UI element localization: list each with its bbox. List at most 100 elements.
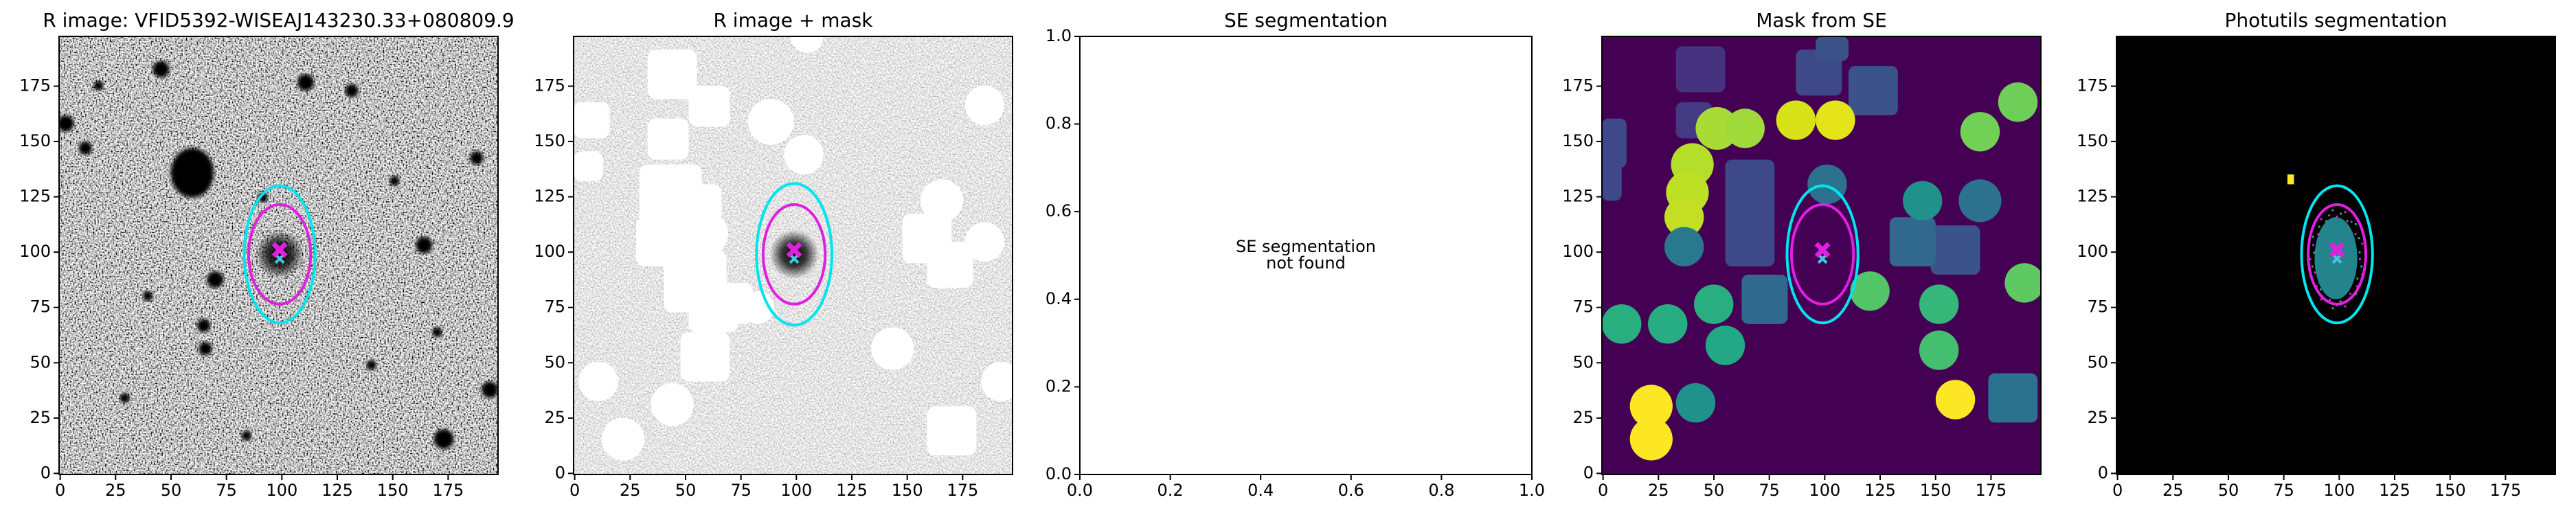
segment [2358, 251, 2361, 254]
plot-area [1602, 36, 2041, 474]
y-tick-label: 150 [1562, 131, 1594, 150]
x-tick-label: 100 [2323, 481, 2355, 500]
x-tick-label: 125 [836, 481, 868, 500]
mask-region [1648, 304, 1688, 344]
segment [2325, 220, 2328, 222]
mask-region [1694, 284, 1734, 324]
mask-region [1725, 159, 1775, 267]
mask-region [1848, 66, 1898, 115]
panel-title: R image + mask [713, 9, 873, 32]
source-blob [345, 84, 359, 98]
x-tick-label: 50 [2218, 481, 2239, 500]
mask-region [1816, 36, 1849, 61]
mask-region [1705, 325, 1745, 365]
segment [2331, 209, 2334, 211]
segment [2318, 225, 2320, 228]
y-tick-label: 75 [30, 297, 51, 317]
mask-region [1725, 108, 1765, 148]
source-blob [482, 381, 498, 398]
x-tick-label: 100 [266, 481, 297, 500]
x-tick-label: 1.0 [1519, 481, 1545, 500]
mask-region [784, 135, 824, 175]
y-tick-label: 175 [1562, 76, 1594, 95]
mask-region [1816, 100, 1855, 140]
segment [2320, 298, 2323, 301]
source-blob [59, 115, 74, 132]
x-tick-label: 175 [432, 481, 464, 500]
y-tick-label: 100 [534, 242, 565, 261]
panel: R image + mask 0 25 50 75 100 125 150 175 0 25 50 75… [534, 9, 1013, 500]
panel-title: Mask from SE [1756, 9, 1887, 32]
mask-region [1629, 385, 1673, 428]
mask-region [647, 118, 689, 160]
y-tick-label: 25 [1572, 408, 1594, 427]
x-tick-label: 0 [55, 481, 65, 500]
mask-region [927, 406, 977, 456]
source-blob [241, 431, 252, 441]
center-marker [2329, 242, 2345, 258]
x-tick-label: 25 [2162, 481, 2184, 500]
mask-region [1602, 159, 1622, 201]
y-tick-label: 175 [19, 76, 51, 95]
center-marker [1814, 242, 1831, 258]
segment [2328, 214, 2331, 217]
plot-area [574, 36, 1013, 474]
segment [2354, 233, 2357, 236]
panel: R image: VFID5392-WISEAJ143230.33+080809… [19, 9, 515, 500]
segment [2309, 258, 2312, 261]
segment [2346, 220, 2349, 222]
mask-region [1960, 112, 2000, 152]
x-tick-label: 150 [1920, 481, 1952, 500]
mask-region [1741, 275, 1788, 324]
y-tick-label: 175 [534, 76, 565, 95]
mask-region [1807, 164, 1847, 205]
segment [2344, 211, 2347, 214]
mask-region [1919, 284, 1959, 324]
source-blob [170, 148, 214, 198]
x-tick-label: 75 [730, 481, 752, 500]
y-tick-label: 25 [2087, 408, 2108, 427]
mask-region [647, 49, 697, 99]
annotation: not found [1266, 253, 1346, 273]
y-tick-label: 125 [1562, 187, 1594, 206]
mask-region [1675, 46, 1726, 93]
source-blob [120, 393, 130, 403]
mask-region [680, 332, 730, 382]
x-tick-label: 0.2 [1157, 481, 1184, 500]
x-tick-label: 175 [1975, 481, 2007, 500]
y-tick-label: 0.4 [1046, 289, 1072, 308]
y-tick-label: 125 [2077, 187, 2108, 206]
y-tick-label: 100 [2077, 242, 2108, 261]
galaxy [255, 229, 305, 279]
y-tick-label: 150 [534, 131, 565, 150]
mask-region [1664, 227, 1704, 267]
y-tick-label: 75 [1572, 297, 1594, 317]
y-tick-label: 0 [41, 463, 51, 482]
panel: Photutils segmentation 0 25 50 75 100 125 150 17… [2077, 9, 2556, 500]
x-tick-label: 0 [2112, 481, 2123, 500]
mask-region [964, 222, 1005, 262]
segment [2349, 293, 2352, 295]
segment [2312, 244, 2314, 247]
axes-frame [573, 36, 1013, 475]
x-tick-label: 100 [1809, 481, 1840, 500]
center-marker [786, 242, 802, 258]
y-tick-label: 75 [2087, 297, 2108, 317]
aperture-ellipse [1785, 184, 1860, 325]
x-tick-label: 150 [2434, 481, 2466, 500]
source-blob [197, 319, 211, 332]
center-marker [271, 242, 288, 258]
x-tick-label: 75 [2273, 481, 2294, 500]
x-tick-label: 0.4 [1247, 481, 1274, 500]
segment [2344, 305, 2347, 308]
x-tick-label: 150 [377, 481, 409, 500]
x-tick-label: 100 [780, 481, 812, 500]
y-tick-label: 50 [1572, 352, 1594, 371]
mask-region [871, 327, 914, 370]
x-tick-label: 125 [321, 481, 353, 500]
y-tick-label: 0.2 [1046, 376, 1072, 396]
axes-frame [58, 36, 499, 475]
mask-region [601, 417, 644, 461]
